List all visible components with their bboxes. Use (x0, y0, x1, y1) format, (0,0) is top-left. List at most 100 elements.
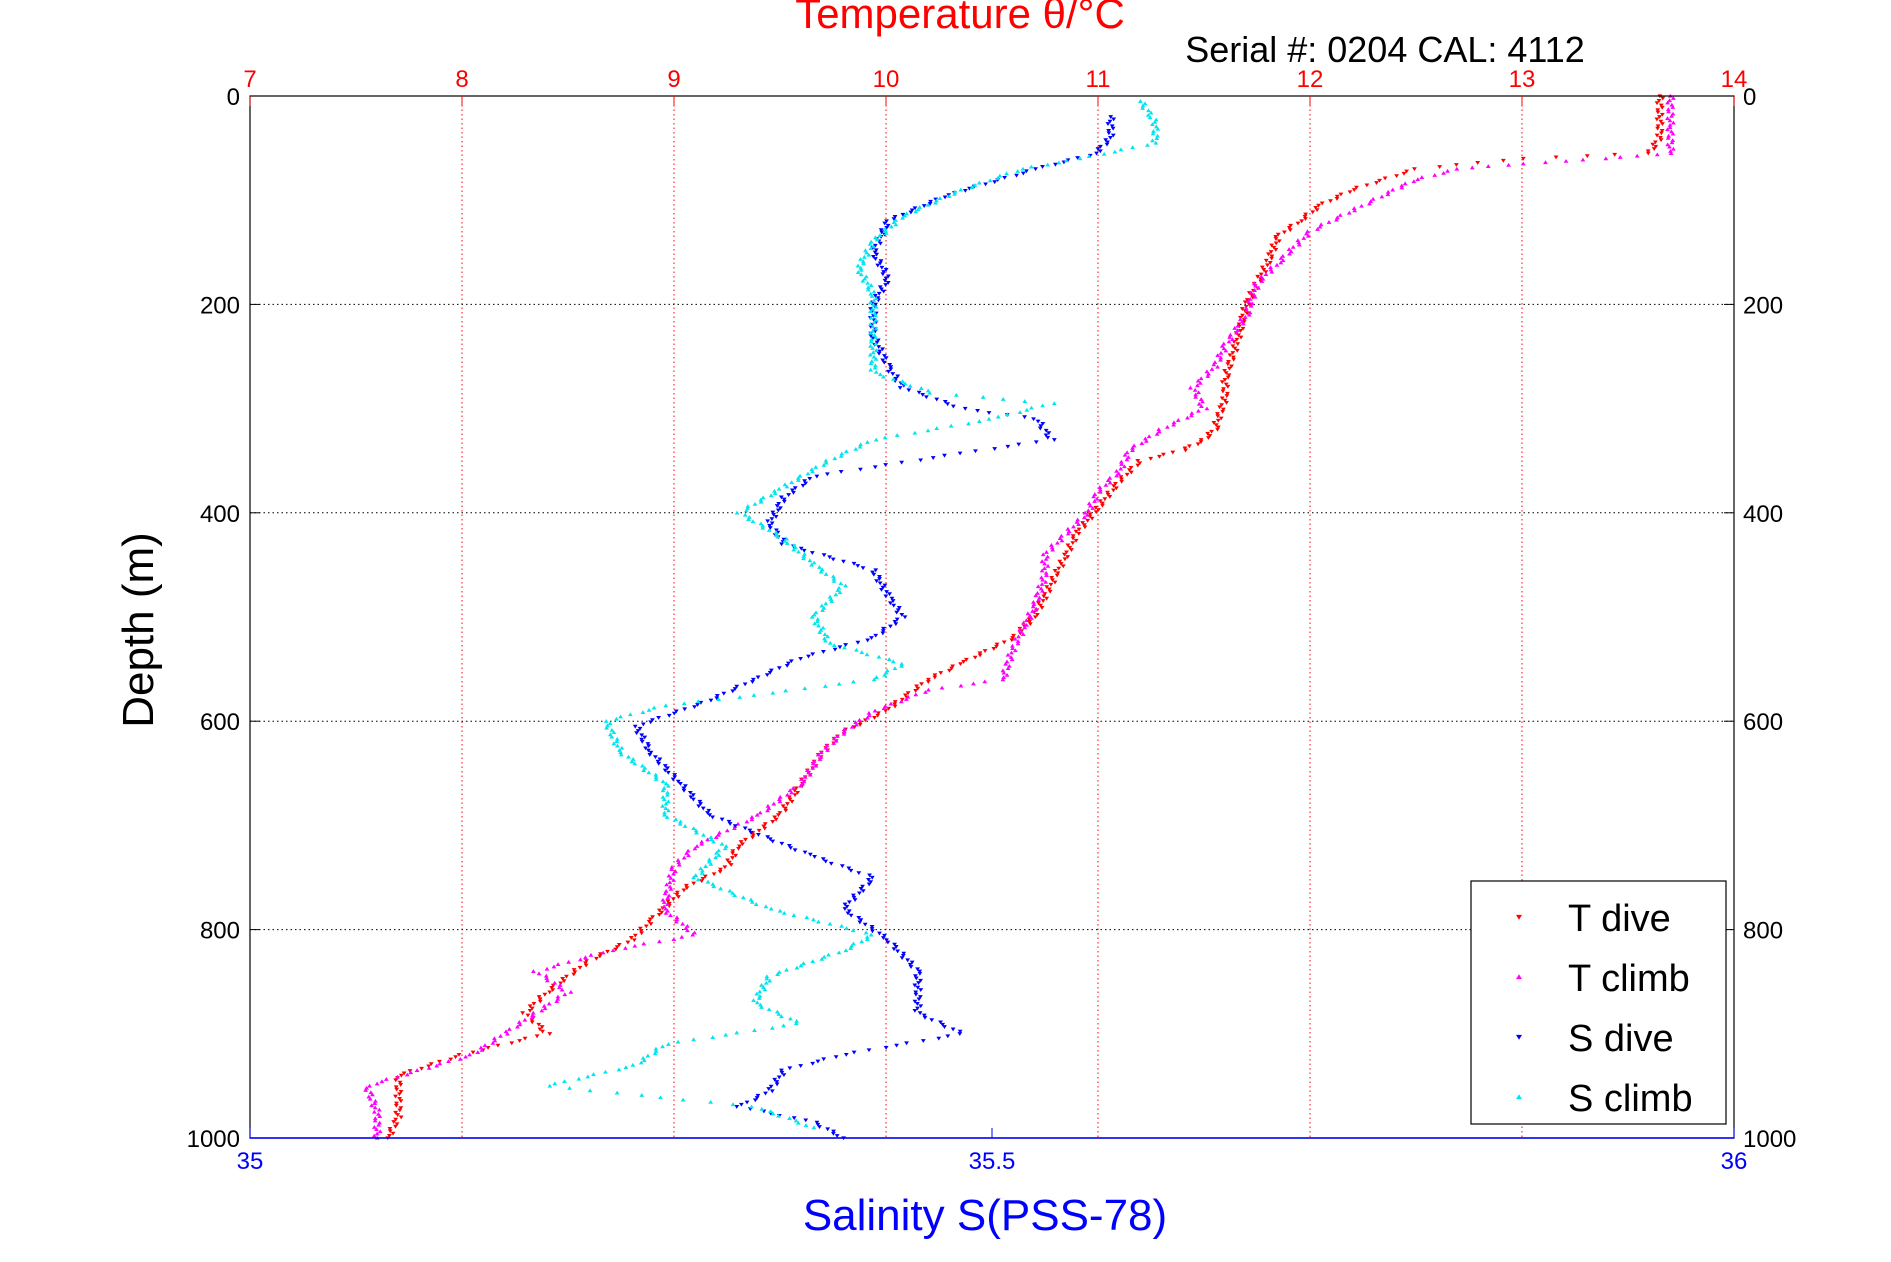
data-point (1058, 562, 1064, 566)
data-point (1651, 147, 1657, 152)
data-point (982, 649, 988, 654)
data-point (837, 590, 843, 595)
data-point (1035, 584, 1041, 589)
data-point (874, 340, 880, 345)
data-point (1654, 152, 1660, 157)
data-point (1218, 350, 1224, 355)
data-point (1150, 131, 1156, 136)
data-point (663, 910, 669, 915)
data-point (779, 841, 785, 846)
data-point (759, 1005, 764, 1009)
data-point (806, 770, 811, 775)
data-point (843, 948, 849, 953)
data-point (632, 724, 638, 729)
data-point (874, 252, 880, 257)
data-point (877, 261, 883, 266)
data-point (700, 806, 706, 811)
data-point (1029, 405, 1034, 410)
data-point (404, 1072, 410, 1077)
data-point (658, 1095, 663, 1100)
data-point (681, 701, 687, 706)
data-point (635, 729, 641, 733)
data-point (1109, 124, 1115, 129)
data-point (690, 932, 696, 937)
data-point (1156, 427, 1162, 432)
data-point (1091, 494, 1097, 499)
data-point (769, 517, 775, 522)
data-point (923, 395, 929, 400)
data-point (1105, 140, 1110, 145)
data-point (1243, 305, 1249, 310)
data-point (1351, 206, 1357, 210)
data-point (976, 180, 982, 185)
data-point (1124, 450, 1130, 455)
data-point (1276, 239, 1282, 244)
data-point (868, 880, 874, 885)
legend-label: S dive (1568, 1018, 1674, 1060)
data-point (936, 1036, 942, 1041)
data-point (391, 1120, 397, 1124)
data-point (883, 267, 889, 272)
data-point (977, 651, 983, 656)
data-point (867, 713, 872, 718)
data-point (1234, 337, 1240, 342)
data-point (1603, 156, 1609, 161)
data-point (807, 852, 813, 857)
tick-label-temperature: 10 (873, 66, 900, 93)
data-point (879, 230, 885, 235)
data-point (889, 596, 895, 601)
data-point (1076, 522, 1081, 527)
data-point (1100, 501, 1105, 506)
data-point (1218, 357, 1223, 362)
data-point (803, 1118, 809, 1123)
data-point (755, 1093, 761, 1098)
data-point (1195, 383, 1200, 388)
data-point (1116, 471, 1122, 476)
data-point (800, 781, 805, 786)
data-point (815, 617, 821, 621)
data-point (1189, 411, 1195, 415)
data-point (878, 228, 884, 233)
data-point (881, 626, 886, 631)
data-point (874, 675, 879, 679)
data-point (693, 828, 699, 833)
data-point (419, 1066, 424, 1071)
data-series (363, 93, 1676, 1141)
data-point (1411, 179, 1417, 184)
data-point (1107, 480, 1113, 485)
data-point (504, 1031, 510, 1036)
data-point (1052, 580, 1058, 585)
data-point (1155, 126, 1161, 131)
data-point (1337, 213, 1343, 217)
data-point (1098, 489, 1103, 494)
data-point (1196, 408, 1201, 413)
data-point (625, 940, 631, 945)
data-point (788, 659, 794, 664)
data-point (890, 659, 896, 664)
data-point (666, 713, 672, 718)
data-point (699, 879, 705, 884)
data-point (798, 1064, 804, 1068)
data-point (756, 833, 761, 837)
data-point (892, 942, 897, 947)
data-point (763, 980, 769, 985)
data-point (482, 1043, 488, 1048)
data-point (995, 414, 1001, 419)
data-point (831, 576, 837, 581)
data-point (1013, 648, 1018, 653)
data-point (692, 705, 697, 710)
data-point (675, 1039, 681, 1044)
data-point (769, 1025, 775, 1030)
data-point (962, 188, 968, 193)
data-point (894, 1043, 899, 1048)
data-point (975, 409, 980, 413)
data-point (886, 369, 891, 374)
data-point (899, 613, 905, 617)
data-point (883, 276, 889, 281)
data-point (376, 1107, 382, 1112)
data-point (662, 810, 667, 815)
data-point (1101, 151, 1107, 156)
data-point (1230, 344, 1236, 349)
data-point (1655, 108, 1661, 113)
